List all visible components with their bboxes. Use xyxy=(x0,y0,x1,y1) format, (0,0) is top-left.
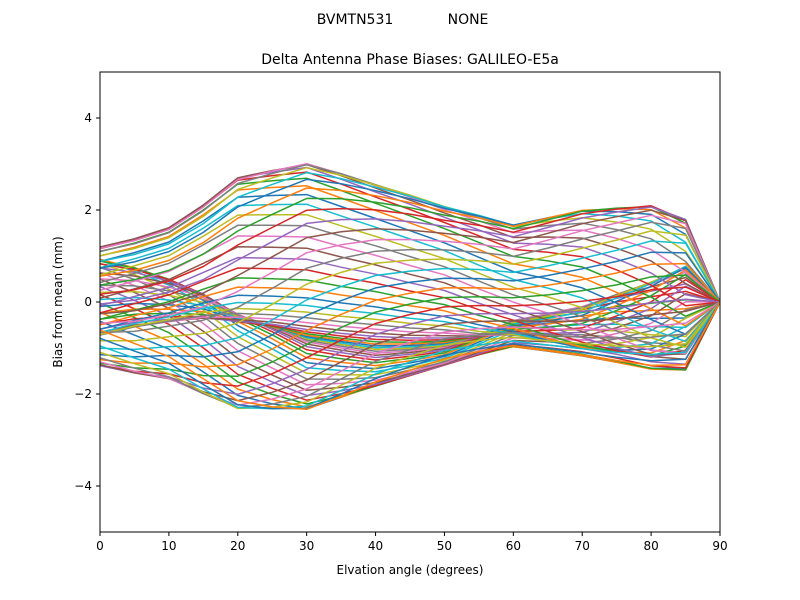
x-tick-label: 40 xyxy=(368,539,383,553)
series-line-4 xyxy=(100,285,720,397)
x-tick-label: 70 xyxy=(575,539,590,553)
x-tick-label: 90 xyxy=(712,539,727,553)
y-tick-label: 0 xyxy=(84,295,92,309)
series-line-19 xyxy=(100,265,720,349)
series-line-68 xyxy=(100,301,720,410)
x-tick-label: 50 xyxy=(437,539,452,553)
series-line-37 xyxy=(100,224,720,352)
series-line-46 xyxy=(100,162,720,303)
series-line-60 xyxy=(100,251,720,358)
series-line-55 xyxy=(100,209,720,315)
series-line-58 xyxy=(100,230,720,342)
series-line-67 xyxy=(100,301,720,409)
series-line-54 xyxy=(100,206,720,305)
series-line-25 xyxy=(100,292,720,338)
series-line-71 xyxy=(100,301,720,411)
series-line-9 xyxy=(100,259,720,373)
x-tick-label: 0 xyxy=(96,539,104,553)
series-line-35 xyxy=(100,246,720,356)
series-line-48 xyxy=(100,166,720,303)
series-line-41 xyxy=(100,185,720,327)
series-line-26 xyxy=(100,300,720,342)
chart-title: Delta Antenna Phase Biases: GALILEO-E5a xyxy=(261,52,559,68)
series-line-59 xyxy=(100,240,720,351)
series-line-61 xyxy=(100,262,720,368)
x-tick-label: 30 xyxy=(299,539,314,553)
series-line-52 xyxy=(100,197,720,303)
series-line-45 xyxy=(100,163,720,303)
y-tick-label: −4 xyxy=(74,479,92,493)
y-tick-label: −2 xyxy=(74,387,92,401)
series-line-70 xyxy=(100,301,720,410)
series-line-63 xyxy=(100,286,720,387)
series-line-57 xyxy=(100,221,720,334)
y-tick-label: 4 xyxy=(84,111,92,125)
series-line-53 xyxy=(100,205,720,303)
series-line-10 xyxy=(100,258,720,370)
series-group xyxy=(100,162,720,411)
x-tick-label: 20 xyxy=(230,539,245,553)
series-line-62 xyxy=(100,274,720,377)
x-tick-label: 80 xyxy=(643,539,658,553)
suptitle-station: BVMTN531 xyxy=(317,12,394,28)
series-line-56 xyxy=(100,214,720,325)
series-line-64 xyxy=(100,298,720,396)
x-tick-label: 60 xyxy=(506,539,521,553)
y-tick-label: 2 xyxy=(84,203,92,217)
plot-frame xyxy=(99,71,721,533)
series-line-23 xyxy=(100,279,720,342)
series-line-38 xyxy=(100,213,720,348)
series-line-5 xyxy=(100,278,720,392)
series-line-33 xyxy=(100,267,720,358)
suptitle-radome: NONE xyxy=(448,12,489,28)
x-tick-label: 10 xyxy=(161,539,176,553)
series-line-69 xyxy=(100,301,720,410)
x-axis-label: Elvation angle (degrees) xyxy=(337,563,484,577)
y-axis-label: Bias from mean (mm) xyxy=(51,236,65,367)
axes: 0 10 20 30 40 50 60 70 80 90 −4 −2 0 2 4 xyxy=(74,111,727,553)
